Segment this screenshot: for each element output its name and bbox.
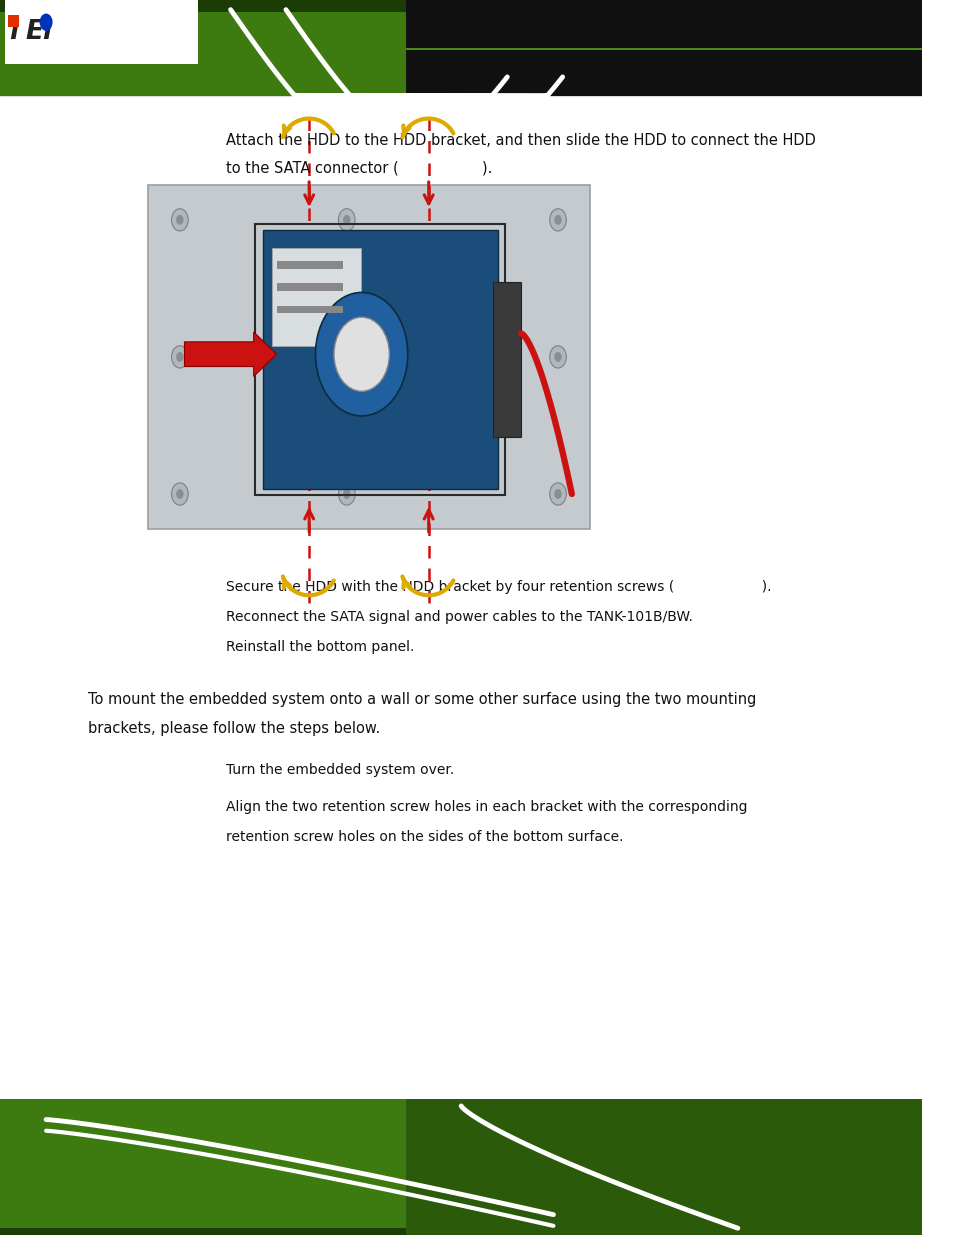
Bar [272, 248, 361, 347]
Bar [493, 282, 520, 437]
Circle shape [176, 215, 183, 225]
Circle shape [172, 209, 188, 231]
Bar [405, 0, 922, 96]
Text: to the SATA connector (                  ).: to the SATA connector ( ). [226, 161, 492, 175]
Bar [148, 185, 590, 529]
Text: Reinstall the bottom panel.: Reinstall the bottom panel. [226, 640, 414, 653]
Bar [0, 1099, 922, 1235]
Circle shape [554, 352, 561, 362]
Circle shape [172, 483, 188, 505]
Circle shape [315, 293, 407, 416]
Bar [405, 51, 922, 96]
Text: i: i [10, 19, 18, 46]
Text: ®Technology Corp.: ®Technology Corp. [11, 52, 123, 62]
Bar [405, 1099, 922, 1235]
Bar [405, 0, 922, 48]
Text: To mount the embedded system onto a wall or some other surface using the two mou: To mount the embedded system onto a wall… [88, 692, 755, 706]
Bar [5, 0, 198, 64]
Text: Turn the embedded system over.: Turn the embedded system over. [226, 763, 454, 777]
Circle shape [338, 209, 355, 231]
Text: retention screw holes on the sides of the bottom surface.: retention screw holes on the sides of th… [226, 830, 623, 844]
Circle shape [343, 215, 350, 225]
Polygon shape [184, 332, 276, 377]
Circle shape [343, 489, 350, 499]
Circle shape [172, 346, 188, 368]
Text: Attach the HDD to the HDD bracket, and then slide the HDD to connect the HDD: Attach the HDD to the HDD bracket, and t… [226, 133, 815, 148]
Text: i: i [42, 19, 51, 46]
Bar [0, 1228, 922, 1235]
Bar [9, 15, 19, 27]
Bar [263, 230, 497, 489]
Text: E: E [26, 19, 44, 46]
Bar [0, 0, 922, 12]
Circle shape [549, 209, 566, 231]
Text: Reconnect the SATA signal and power cables to the TANK-101B/BW.: Reconnect the SATA signal and power cabl… [226, 610, 692, 624]
Text: Align the two retention screw holes in each bracket with the corresponding: Align the two retention screw holes in e… [226, 800, 747, 814]
Circle shape [554, 489, 561, 499]
Circle shape [176, 489, 183, 499]
Bar [276, 284, 342, 291]
Circle shape [334, 317, 389, 391]
Circle shape [554, 215, 561, 225]
Bar [276, 306, 342, 314]
Text: Secure the HDD with the HDD bracket by four retention screws (                  : Secure the HDD with the HDD bracket by f… [226, 580, 771, 594]
Bar [255, 224, 505, 495]
Circle shape [549, 346, 566, 368]
Text: brackets, please follow the steps below.: brackets, please follow the steps below. [88, 721, 379, 736]
Circle shape [40, 14, 52, 31]
Circle shape [338, 483, 355, 505]
Bar [276, 262, 342, 269]
Circle shape [549, 483, 566, 505]
Bar [0, 0, 922, 96]
Circle shape [176, 352, 183, 362]
